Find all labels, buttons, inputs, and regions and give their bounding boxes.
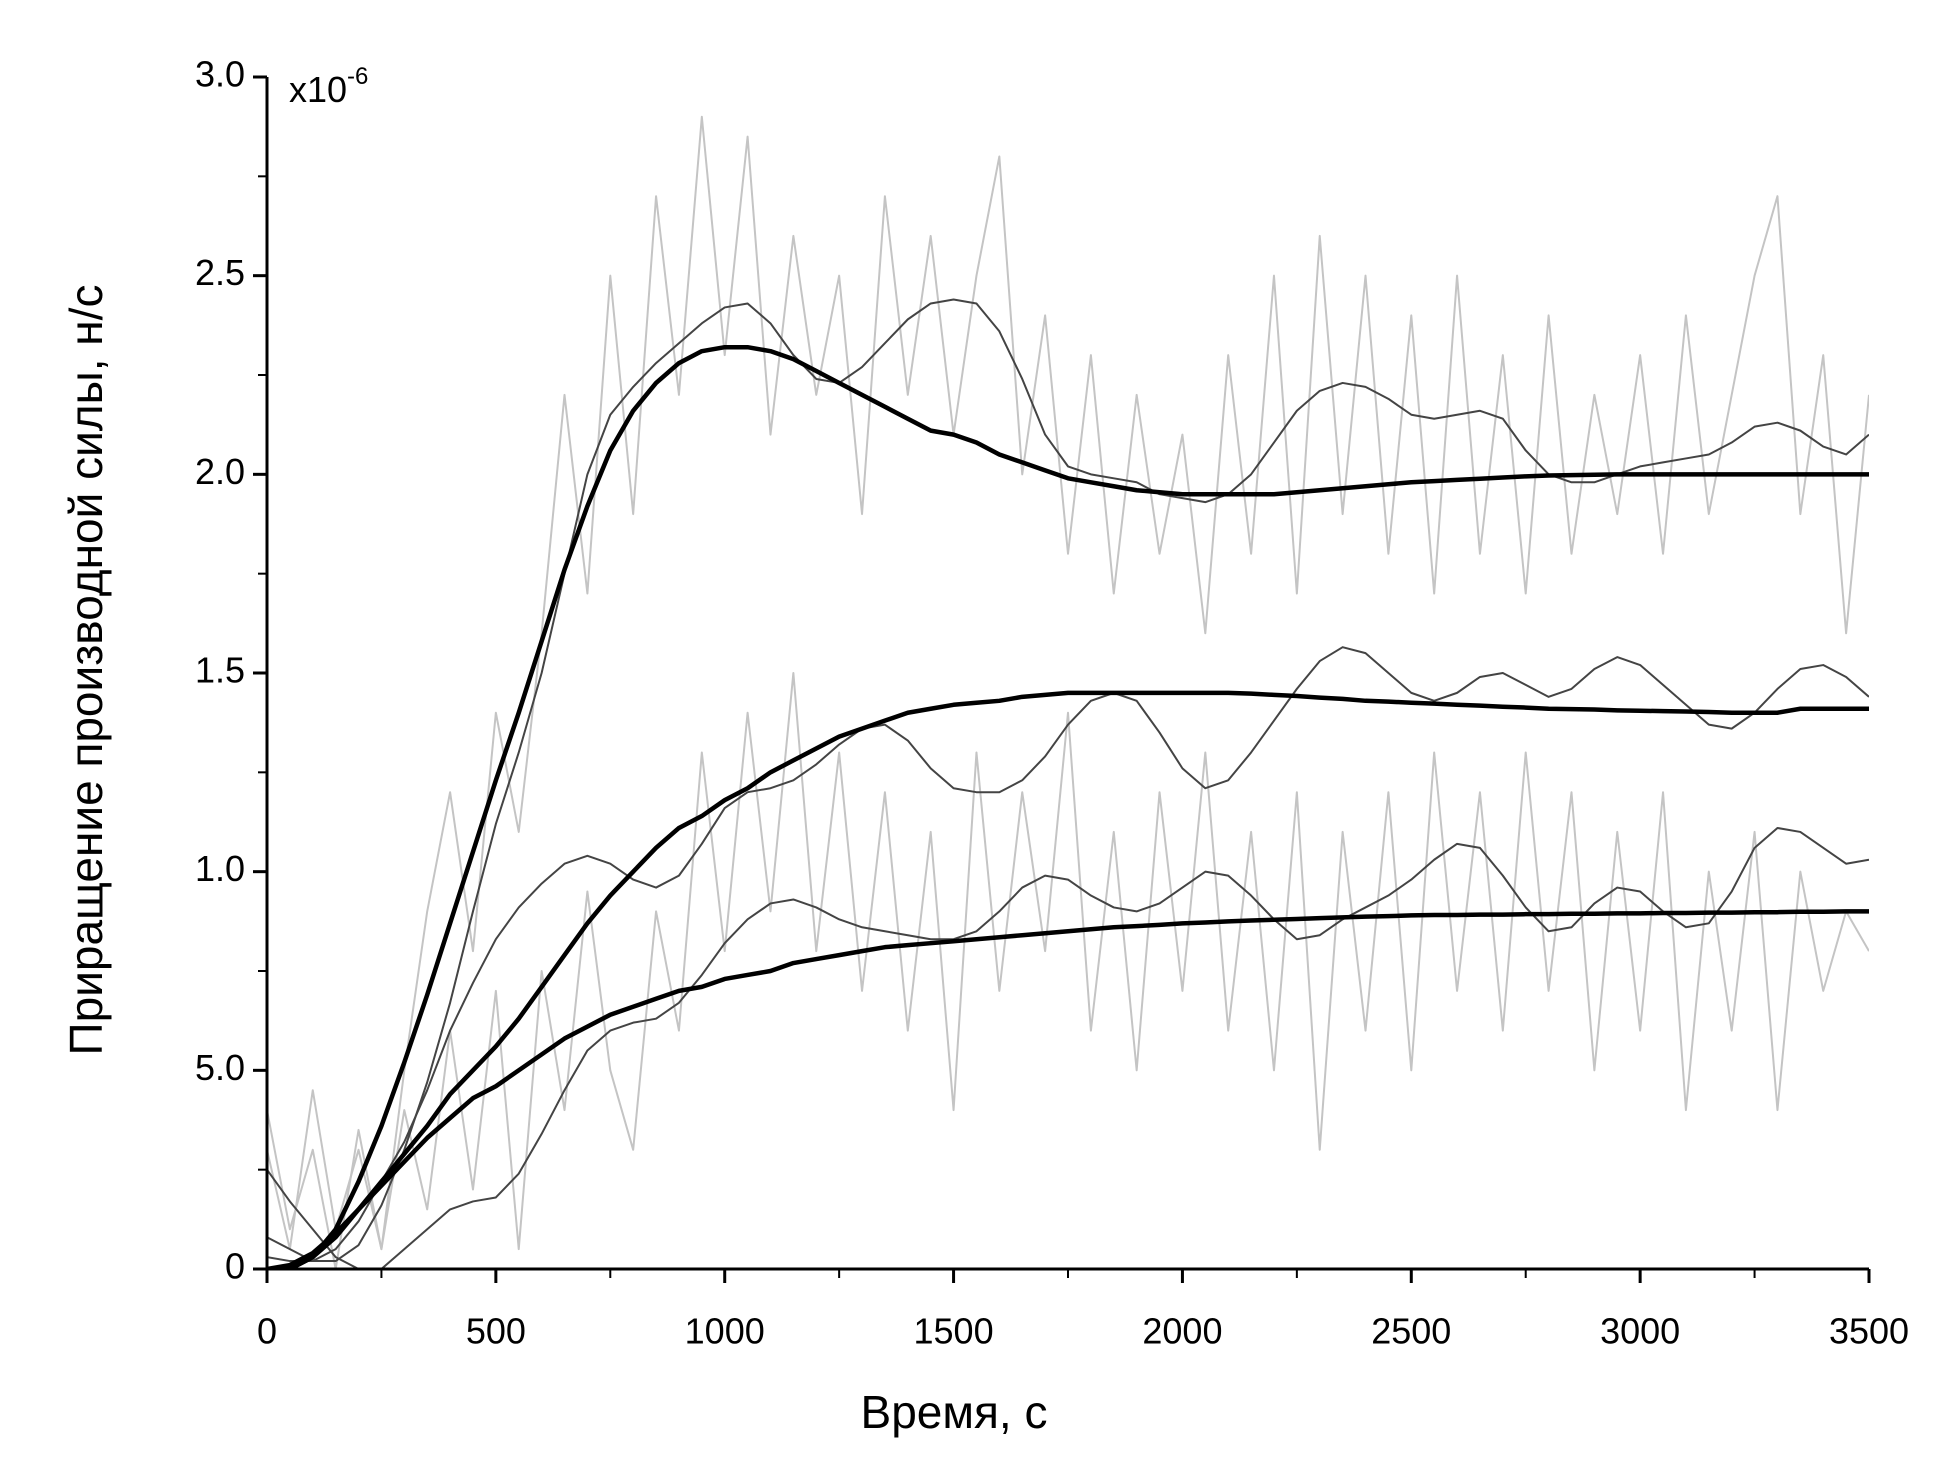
data-line <box>267 690 1869 1269</box>
y-tick-label: 2.5 <box>195 252 245 293</box>
x-tick-label: 3000 <box>1600 1311 1680 1352</box>
multiplier-exponent: -6 <box>347 63 368 90</box>
y-tick-label: 5.0 <box>195 1047 245 1088</box>
y-tick-label: 0 <box>225 1246 245 1287</box>
y-tick-label: 3.0 <box>195 54 245 95</box>
y-tick-label: 2.0 <box>195 451 245 492</box>
x-tick-label: 2500 <box>1371 1311 1451 1352</box>
y-axis-title: Приращение производной силы, н/с <box>60 285 112 1056</box>
x-tick-label: 3500 <box>1829 1311 1909 1352</box>
y-tick-label: 1.0 <box>195 848 245 889</box>
x-tick-label: 1000 <box>685 1311 765 1352</box>
x-tick-label: 1500 <box>914 1311 994 1352</box>
data-line <box>267 672 1869 1269</box>
multiplier: x10-6 <box>289 63 368 109</box>
multiplier-base: x10 <box>289 69 347 110</box>
x-tick-label: 2000 <box>1142 1311 1222 1352</box>
x-tick-label: 500 <box>466 1311 526 1352</box>
data-line <box>267 298 1869 1263</box>
data-line <box>267 826 1869 1269</box>
data-line <box>267 646 1869 1263</box>
x-axis-title: Время, с <box>861 1386 1048 1438</box>
data-line <box>267 344 1869 1269</box>
y-tick-label: 1.5 <box>195 650 245 691</box>
x-tick-label: 0 <box>257 1311 277 1352</box>
data-line <box>267 909 1869 1269</box>
